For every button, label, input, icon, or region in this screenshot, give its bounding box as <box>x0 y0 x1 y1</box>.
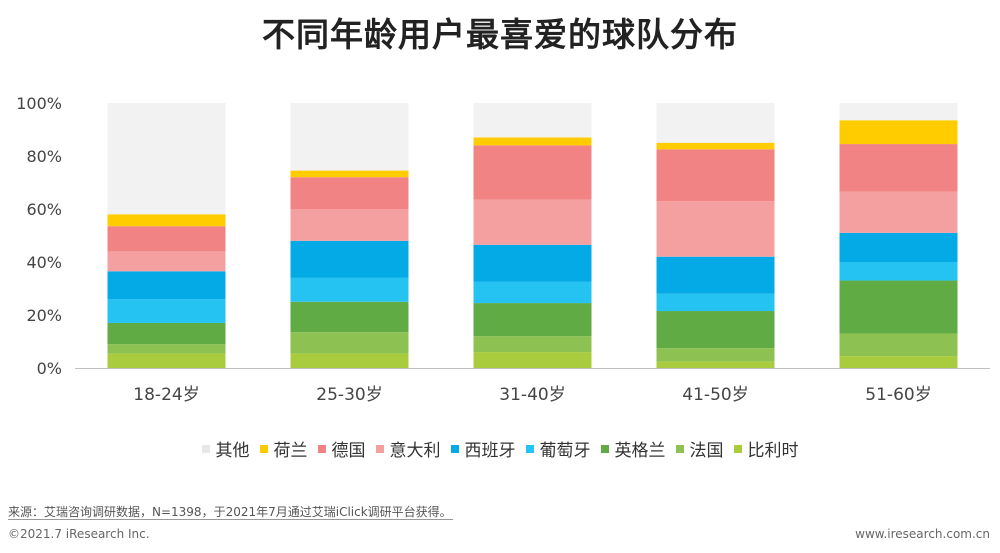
bar-segment <box>290 240 409 278</box>
legend-item: 德国 <box>317 436 366 461</box>
legend-label: 荷兰 <box>273 441 308 461</box>
website: www.iresearch.com.cn <box>855 527 990 541</box>
bar-segment <box>290 103 409 171</box>
legend-swatch <box>675 444 684 453</box>
bar-segment <box>656 103 775 143</box>
footer-divider <box>8 519 453 520</box>
legend-label: 比利时 <box>747 441 799 461</box>
bar-segment <box>656 149 775 202</box>
legend-item: 荷兰 <box>259 436 308 461</box>
bar-segment <box>839 191 958 233</box>
bar-segment <box>839 262 958 281</box>
bar-segment <box>473 145 592 200</box>
bar-segment <box>107 299 226 323</box>
legend-swatch <box>600 444 609 453</box>
legend-swatch <box>259 444 268 453</box>
bar-segment <box>839 144 958 192</box>
chart-title: 不同年龄用户最喜爱的球队分布 <box>262 15 738 54</box>
bar-segment <box>473 199 592 245</box>
legend-label: 葡萄牙 <box>539 441 591 461</box>
bar-segment <box>839 280 958 334</box>
bar-segment <box>656 293 775 312</box>
y-tick-label: 20% <box>26 306 62 325</box>
legend-label: 英格兰 <box>614 441 666 461</box>
x-tick-label: 51-60岁 <box>865 385 931 405</box>
bar-segment <box>107 322 226 345</box>
bar-segment <box>290 353 409 368</box>
legend-label: 意大利 <box>389 441 441 461</box>
legend-swatch <box>317 444 326 453</box>
bar-segment <box>839 232 958 262</box>
legend-item: 意大利 <box>375 436 441 461</box>
y-tick-label: 100% <box>16 94 62 113</box>
bar-segment <box>839 356 958 368</box>
source-note: 来源：艾瑞咨询调研数据，N=1398，于2021年7月通过艾瑞iClick调研平… <box>8 505 452 519</box>
legend-swatch <box>201 444 210 453</box>
bar-segment <box>839 333 958 357</box>
bar-segment <box>107 103 226 215</box>
bar-segment <box>656 361 775 368</box>
legend-item: 法国 <box>675 436 724 461</box>
bar-segment <box>473 336 592 353</box>
legend-label: 西班牙 <box>464 441 516 461</box>
bar-segment <box>107 271 226 300</box>
bar-segment <box>290 301 409 333</box>
bar-segment <box>656 348 775 362</box>
bar-segment <box>290 170 409 178</box>
legend-swatch <box>450 444 459 453</box>
y-tick-label: 0% <box>37 359 62 378</box>
legend-item: 葡萄牙 <box>525 436 591 461</box>
stacked-bar-chart: 0% 20% 40% 60% 80% 100% 18-24岁 25-30岁 31-40岁 41-5… <box>16 94 990 405</box>
x-tick-label: 41-50岁 <box>682 385 748 405</box>
y-tick-label: 80% <box>26 147 62 166</box>
bar-segment <box>107 226 226 252</box>
bar-segment <box>290 332 409 354</box>
bar-segment <box>473 244 592 282</box>
bar-segment <box>107 353 226 368</box>
bar-segment <box>656 256 775 294</box>
bar-segment <box>839 120 958 145</box>
x-tick-label: 18-24岁 <box>133 385 199 405</box>
chart-legend: 其他 荷兰 德国 意大利 西班牙 葡萄牙 英格兰 法国 比利时 <box>0 436 1000 461</box>
bar-segment <box>290 209 409 241</box>
bar-segment <box>107 214 226 227</box>
legend-item: 英格兰 <box>600 436 666 461</box>
legend-item: 比利时 <box>733 436 799 461</box>
y-tick-label: 60% <box>26 200 62 219</box>
bar-segment <box>473 137 592 146</box>
bar-segment <box>107 344 226 354</box>
bar-segment <box>473 281 592 304</box>
legend-swatch <box>375 444 384 453</box>
legend-item: 其他 <box>201 436 250 461</box>
copyright: ©2021.7 iResearch Inc. <box>8 527 150 541</box>
bar-segment <box>473 103 592 138</box>
legend-swatch <box>733 444 742 453</box>
x-tick-label: 31-40岁 <box>499 385 565 405</box>
bar-segment <box>107 251 226 272</box>
bar-segment <box>473 303 592 337</box>
bar-segment <box>290 177 409 209</box>
bar-segment <box>290 277 409 302</box>
legend-label: 法国 <box>689 441 724 461</box>
bar-segment <box>656 142 775 150</box>
legend-swatch <box>525 444 534 453</box>
legend-label: 其他 <box>215 441 250 461</box>
x-tick-label: 25-30岁 <box>316 385 382 405</box>
bar-segment <box>839 103 958 121</box>
bar-segment <box>473 352 592 368</box>
bar-segment <box>656 311 775 349</box>
legend-label: 德国 <box>331 441 366 461</box>
bar-segment <box>656 201 775 257</box>
y-tick-label: 40% <box>26 253 62 272</box>
legend-item: 西班牙 <box>450 436 516 461</box>
